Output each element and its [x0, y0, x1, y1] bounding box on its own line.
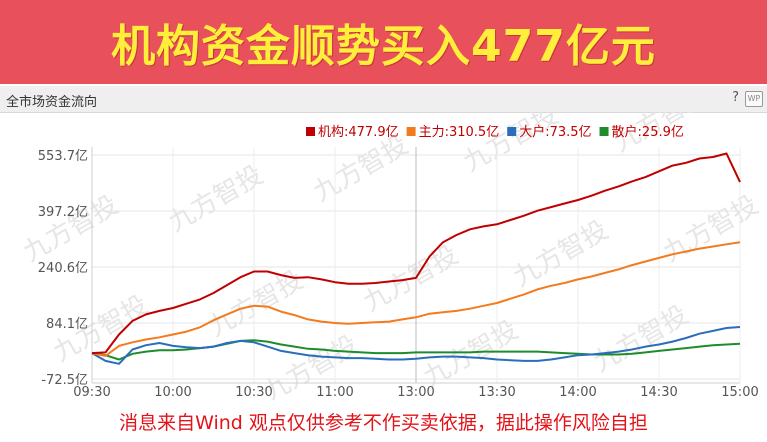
y-tick-label: 240.6亿 [38, 261, 88, 276]
legend-swatch [306, 127, 315, 136]
series-line-主力 [91, 241, 741, 357]
series-line-机构 [91, 152, 741, 355]
wp-icon[interactable]: WP [745, 91, 763, 107]
panel-header: 全市场资金流向 ? WP [0, 86, 767, 113]
disclaimer-text: 消息来自Wind 观点仅供参考不作买卖依据，据此操作风险自担 [119, 411, 648, 434]
x-tick-label: 14:30 [640, 385, 677, 400]
legend-label: 机构:477.9亿 [318, 125, 399, 140]
legend-label: 大户:73.5亿 [519, 124, 591, 140]
x-tick-label: 10:30 [235, 385, 272, 400]
legend-label: 主力:310.5亿 [419, 125, 500, 140]
watermark-text: 九方智投 [659, 190, 764, 268]
banner-title: 机构资金顺势买入477亿元 [111, 21, 656, 72]
y-tick-label: 84.1亿 [46, 317, 88, 332]
y-tick-label: -72.5亿 [41, 373, 88, 388]
legend-swatch [599, 127, 609, 136]
watermark-text: 九方智投 [19, 190, 124, 268]
watermark-text: 九方智投 [589, 300, 694, 378]
watermark-text: 九方智投 [419, 315, 524, 393]
x-tick-label: 09:30 [73, 385, 110, 400]
x-tick-label: 13:30 [478, 385, 515, 400]
legend-swatch [507, 127, 517, 136]
x-tick-label: 14:00 [559, 385, 596, 400]
footer: 消息来自Wind 观点仅供参考不作买卖依据，据此操作风险自担 [0, 400, 767, 442]
watermark-text: 九方智投 [309, 130, 414, 208]
legend-swatch [406, 127, 416, 136]
x-tick-label: 15:00 [721, 385, 758, 400]
y-tick-label: 397.2亿 [38, 205, 88, 220]
y-tick-label: 553.7亿 [38, 149, 88, 164]
panel-title: 全市场资金流向 [6, 95, 98, 110]
x-tick-label: 11:00 [316, 385, 353, 400]
legend-label: 散户:25.9亿 [612, 124, 684, 140]
chart-panel: 全市场资金流向 ? WP 九方智投 九方智投 九方智投 九方智投 九方智投 九方智投 九方智… [0, 84, 767, 400]
series-line-大户 [91, 326, 741, 365]
x-tick-label: 13:00 [397, 385, 434, 400]
watermark-text: 九方智投 [509, 215, 614, 293]
help-icon[interactable]: ? [732, 90, 739, 105]
x-tick-label: 10:00 [154, 385, 191, 400]
watermark-text: 九方智投 [459, 112, 564, 178]
watermark-text: 九方智投 [164, 160, 269, 238]
banner: 机构资金顺势买入477亿元 [0, 0, 767, 84]
